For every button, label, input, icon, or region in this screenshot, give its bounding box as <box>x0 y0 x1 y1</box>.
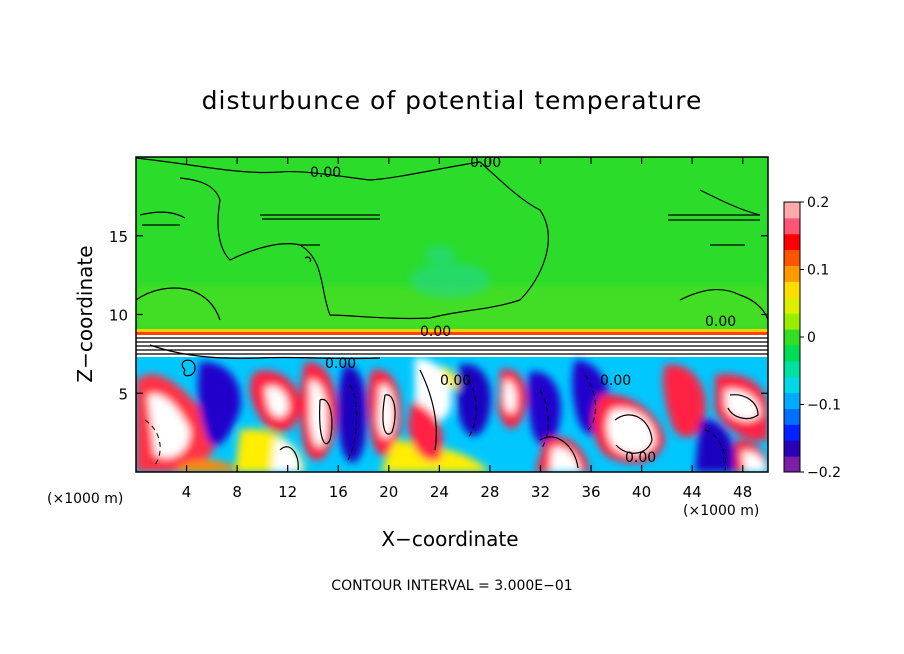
contour-label: 0.00 <box>420 324 451 340</box>
x-tick-label: 20 <box>379 483 398 501</box>
colorbar-tick-label: 0.1 <box>807 263 829 279</box>
colorbar-swatch <box>784 360 800 378</box>
contour-interval-note: CONTOUR INTERVAL = 3.000E−01 <box>331 578 573 594</box>
x-tick-label: 8 <box>232 483 242 501</box>
colorbar-swatch <box>784 344 800 362</box>
colorbar-swatch <box>784 202 800 219</box>
x-tick-label: 32 <box>531 483 550 501</box>
y-tick-label: 10 <box>109 307 128 325</box>
x-unit-label-left: (×1000 m) <box>47 491 124 507</box>
colorbar-swatch <box>784 233 800 251</box>
x-tick-label: 12 <box>278 483 297 501</box>
x-tick-label: 4 <box>182 483 192 501</box>
contour-label: 0.00 <box>440 373 471 389</box>
x-axis: 4 8 12 16 20 24 28 32 36 40 44 48 <box>182 157 752 501</box>
contour-label-group: 0.00 0.00 0.00 0.00 0.00 0.00 0.00 0.00 <box>310 155 736 466</box>
colorbar-tick-label: 0 <box>807 330 816 346</box>
contour-label: 0.00 <box>705 314 736 330</box>
y-axis: 5 10 15 <box>109 228 768 403</box>
colorbar-tick-label: 0.2 <box>807 195 829 211</box>
colorbar-swatch <box>784 297 800 314</box>
contour-label: 0.00 <box>600 373 631 389</box>
x-tick-label: 48 <box>733 483 752 501</box>
colorbar-swatch <box>784 424 800 441</box>
x-tick-label: 36 <box>581 483 600 501</box>
y-tick-label: 15 <box>109 228 128 246</box>
colorbar-swatch <box>784 329 800 346</box>
contour-label: 0.00 <box>625 450 656 466</box>
x-unit-label-right: (×1000 m) <box>683 503 760 519</box>
colorbar-swatch <box>784 440 800 457</box>
colorbar-tick-label: −0.2 <box>807 465 841 481</box>
chart-title: disturbunce of potential temperature <box>201 86 703 115</box>
colorbar-swatch <box>784 281 800 298</box>
colorbar-swatch <box>784 456 800 473</box>
contour-label: 0.00 <box>310 165 341 181</box>
colorbar: 0.2 0.1 0 −0.1 −0.2 <box>783 195 841 481</box>
heatmap-field <box>136 157 768 472</box>
colorbar-swatch <box>784 408 800 425</box>
x-tick-label: 40 <box>632 483 651 501</box>
negative-contours <box>144 374 727 471</box>
contour-label: 0.00 <box>325 356 356 372</box>
x-tick-label: 44 <box>683 483 702 501</box>
x-tick-label: 28 <box>480 483 499 501</box>
contour-label: 0.00 <box>470 155 501 171</box>
colorbar-swatch <box>784 217 800 235</box>
y-axis-label: Z−coordinate <box>73 245 97 383</box>
x-tick-label: 24 <box>430 483 449 501</box>
colorbar-swatch <box>784 265 800 282</box>
contour-lines <box>136 157 768 471</box>
colorbar-tick-label: −0.1 <box>807 398 841 414</box>
x-tick-label: 16 <box>329 483 348 501</box>
colorbar-swatch <box>784 313 800 330</box>
y-tick-label: 5 <box>118 385 128 403</box>
colorbar-swatch <box>784 392 800 409</box>
colorbar-swatch <box>784 249 800 267</box>
x-axis-label: X−coordinate <box>381 527 519 551</box>
colorbar-swatch <box>784 376 800 394</box>
